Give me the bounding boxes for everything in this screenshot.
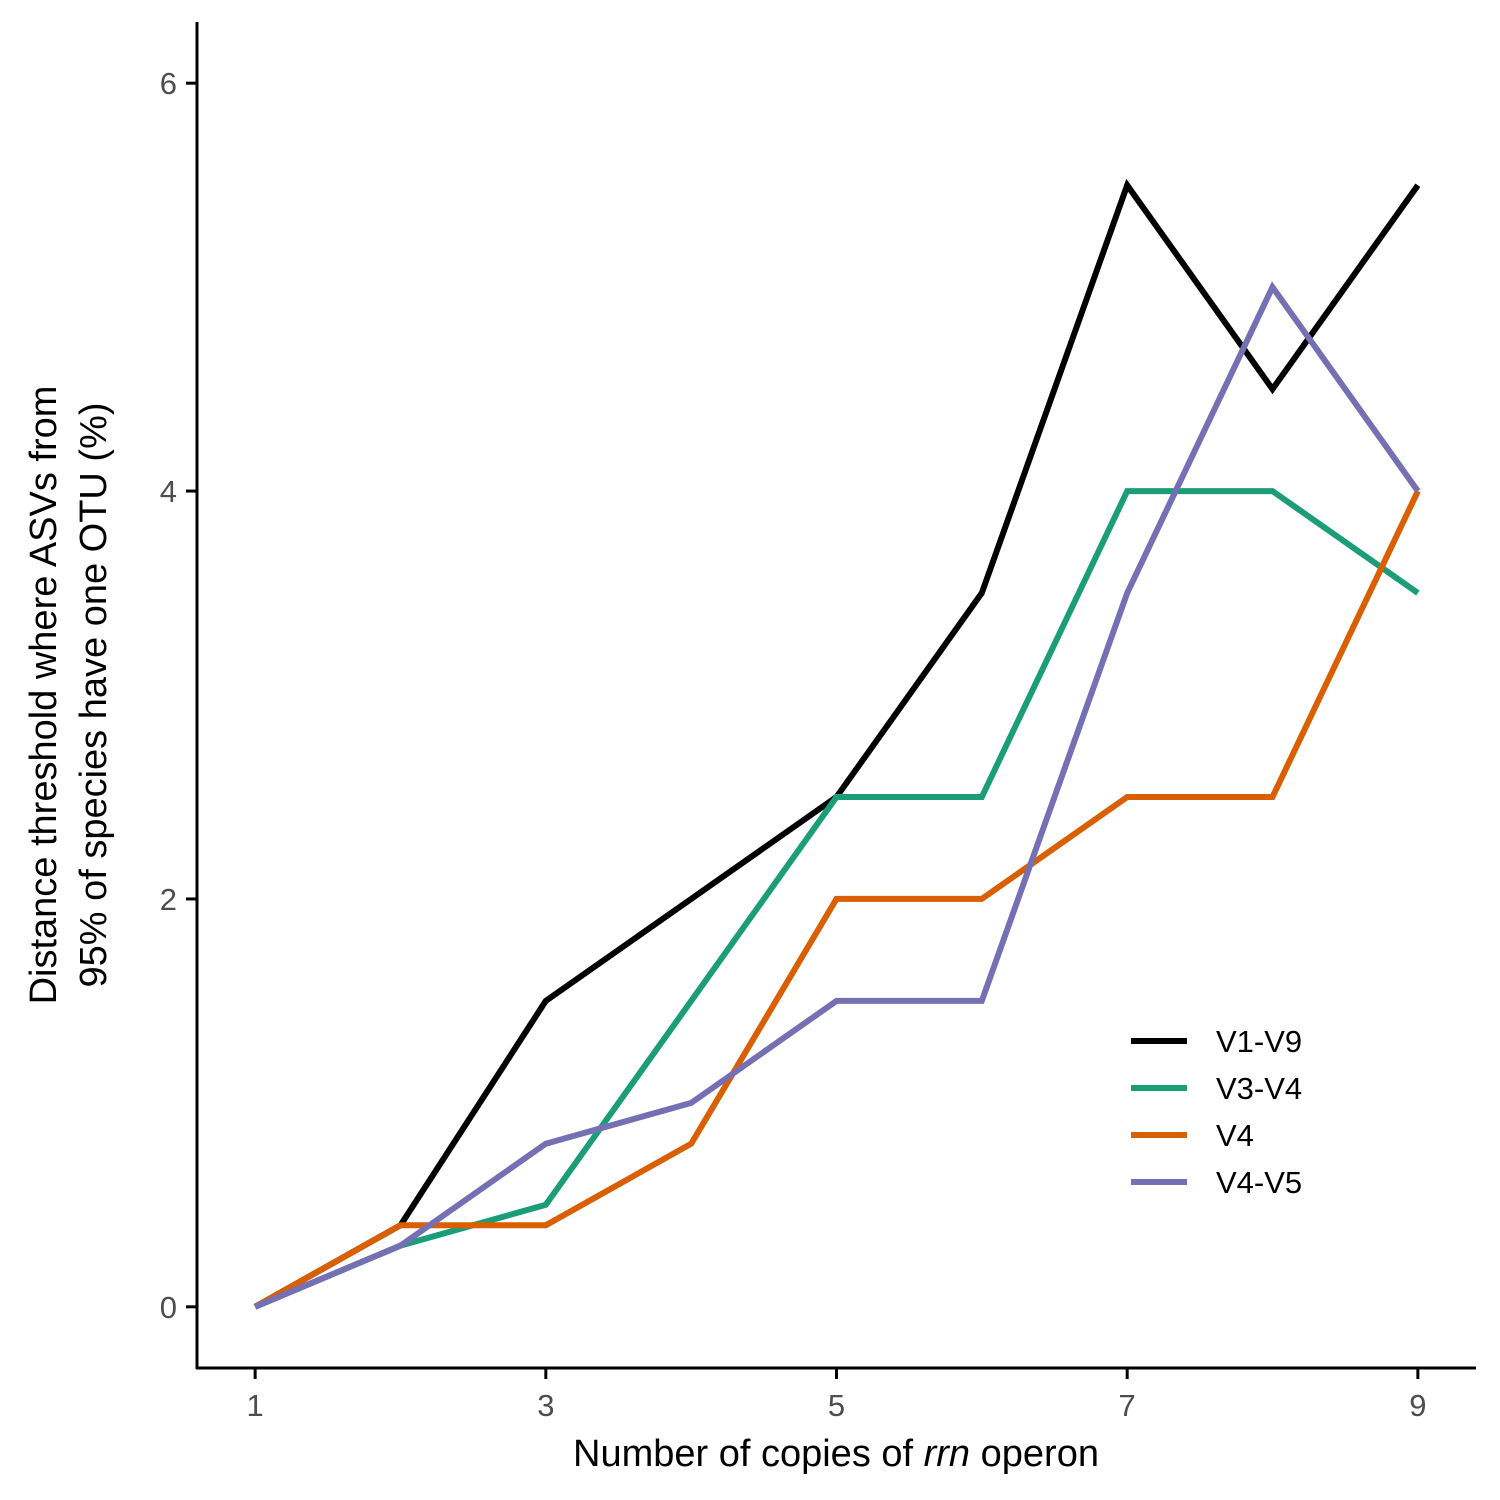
y-axis-title-line1: Distance threshold where ASVs from [23,386,65,1005]
x-axis-title-italic: rrn [924,1433,970,1475]
x-axis-title: Number of copies of rrn operon [573,1433,1099,1475]
x-tick-label: 7 [1119,1388,1136,1423]
y-axis-title: Distance threshold where ASVs from 95% o… [23,386,115,1005]
x-axis-title-suffix: operon [970,1433,1099,1475]
y-tick-label: 0 [160,1290,177,1325]
ticks-layer: 1 3 5 7 9 0 2 4 6 [160,66,1427,1423]
x-axis-title-prefix: Number of copies of [573,1433,924,1475]
legend-label-v4-v5: V4-V5 [1216,1165,1302,1200]
series-line-v3-v4 [253,488,1420,1310]
legend: V1-V9 V3-V4 V4 V4-V5 [1131,1024,1302,1200]
y-axis-title-line2: 95% of species have one OTU (%) [73,402,115,987]
x-tick-label: 1 [247,1388,264,1423]
y-tick-label: 2 [160,882,177,917]
legend-label-v4: V4 [1216,1118,1254,1153]
series-layer [253,178,1421,1310]
y-tick-label: 6 [160,66,177,101]
x-tick-label: 5 [828,1388,845,1423]
legend-label-v1-v9: V1-V9 [1216,1024,1302,1059]
x-tick-label: 3 [537,1388,554,1423]
series-line-v4-v5 [253,281,1421,1310]
x-tick-label: 9 [1409,1388,1426,1423]
y-tick-label: 4 [160,474,177,509]
series-line-v4 [253,489,1421,1310]
legend-label-v3-v4: V3-V4 [1216,1071,1302,1106]
